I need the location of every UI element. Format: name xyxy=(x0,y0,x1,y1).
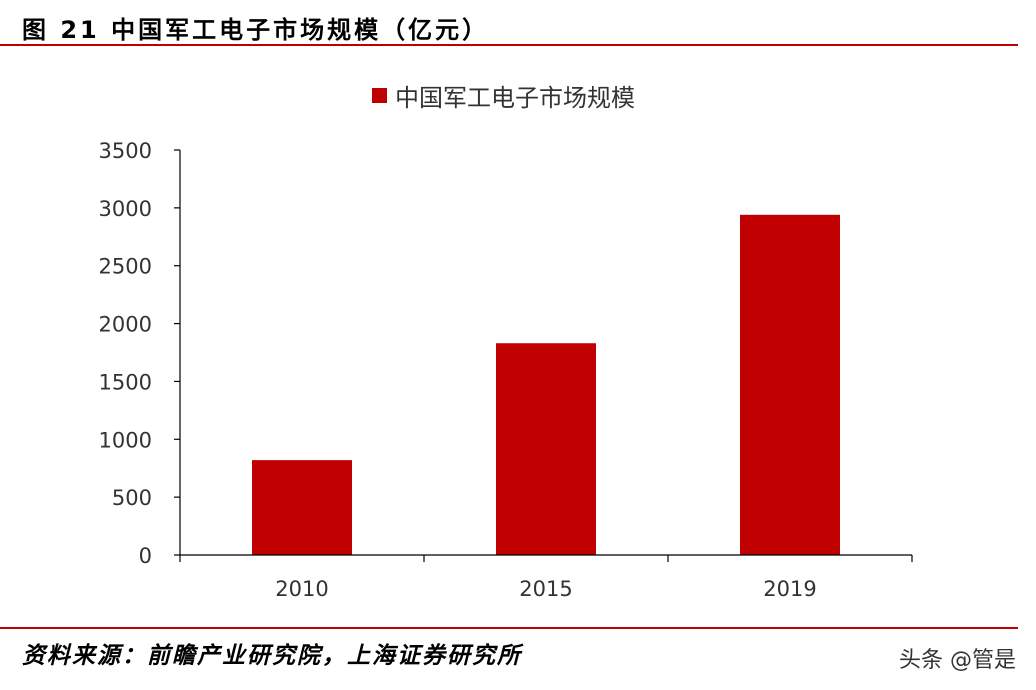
y-tick-label: 3500 xyxy=(99,139,152,163)
y-tick-label: 2500 xyxy=(99,255,152,279)
y-tick-label: 0 xyxy=(139,544,152,568)
bars xyxy=(252,214,840,556)
x-tick-label: 2019 xyxy=(763,577,816,601)
footer-rule xyxy=(0,627,1018,629)
source-note: 资料来源：前瞻产业研究院，上海证券研究所 xyxy=(22,642,522,669)
x-tick-label: 2015 xyxy=(519,577,572,601)
y-axis: 0 500 1000 1500 2000 2500 3000 3500 xyxy=(99,139,181,568)
legend-swatch xyxy=(372,88,387,103)
x-tick-label: 2010 xyxy=(275,577,328,601)
y-tick-label: 2000 xyxy=(99,313,152,337)
watermark: 头条 @管是 xyxy=(899,648,1016,673)
bar-2019 xyxy=(740,214,840,556)
bar-2010 xyxy=(252,460,352,555)
y-tick-label: 1500 xyxy=(99,370,152,394)
title-rule xyxy=(0,44,1018,46)
y-tick-label: 3000 xyxy=(99,197,152,221)
figure-title: 图 21 中国军工电子市场规模（亿元） xyxy=(22,16,490,44)
x-axis: 2010 2015 2019 xyxy=(179,554,913,601)
chart-legend: 中国军工电子市场规模 xyxy=(372,78,635,113)
y-tick-label: 1000 xyxy=(99,428,152,452)
bar-2015 xyxy=(496,343,596,555)
legend-label: 中国军工电子市场规模 xyxy=(395,84,635,112)
y-tick-label: 500 xyxy=(112,486,152,510)
